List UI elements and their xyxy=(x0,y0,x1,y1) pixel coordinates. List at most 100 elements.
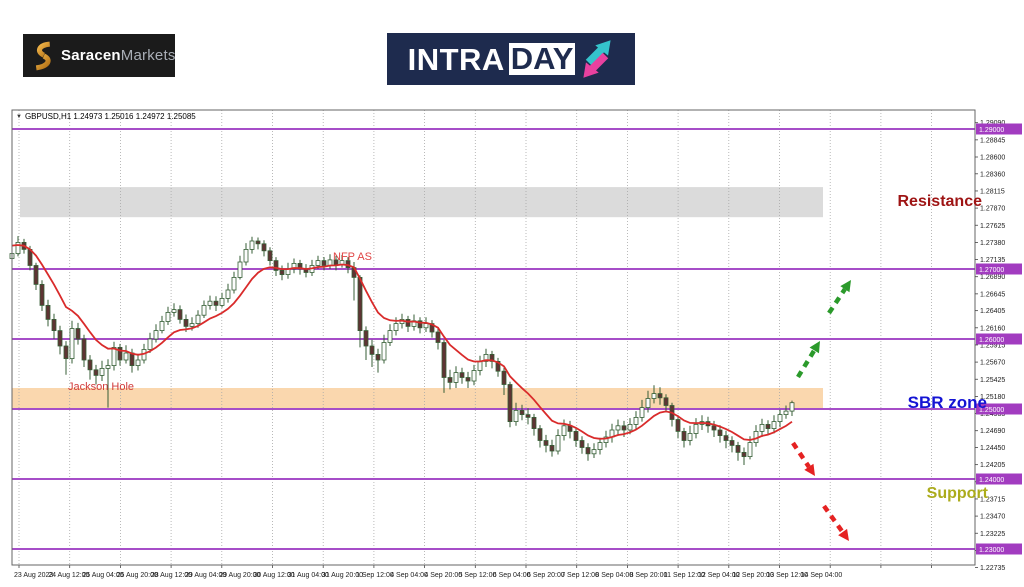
trend-arrow-up-2-head xyxy=(840,280,851,293)
sbr-zone-band xyxy=(12,388,823,409)
candle-body xyxy=(549,444,555,452)
ma-line xyxy=(11,244,793,441)
price-tick-label: 1.26405 xyxy=(980,308,1005,315)
candle-body xyxy=(117,346,123,361)
candle-body xyxy=(81,338,87,361)
trend-arrow-down-2-head xyxy=(838,528,849,541)
price-tick-label: 1.23470 xyxy=(980,514,1005,521)
candle-body xyxy=(63,345,69,359)
candle-body xyxy=(663,397,669,406)
candle-body xyxy=(369,345,375,355)
time-tick-label[interactable]: 8 Sep 20:00 xyxy=(630,572,668,579)
time-tick-label[interactable]: 4 Sep 20:00 xyxy=(424,572,462,579)
trend-arrow-up-1-head xyxy=(809,341,820,354)
candle-body xyxy=(555,435,561,452)
price-badge-label: 1.27000 xyxy=(979,267,1004,274)
time-tick-label[interactable]: 24 Aug 12:00 xyxy=(48,572,89,579)
trend-arrow-down-2 xyxy=(822,504,845,534)
candle-body xyxy=(519,409,525,415)
price-badge xyxy=(976,333,1022,345)
time-tick-label[interactable]: 6 Sep 04:00 xyxy=(493,572,531,579)
candle-body xyxy=(681,430,687,441)
candle-body xyxy=(135,359,141,366)
candle-body xyxy=(693,423,699,434)
candle-body xyxy=(45,304,51,320)
candle-body xyxy=(711,425,717,431)
price-tick-label: 1.23715 xyxy=(980,496,1005,503)
candle-body xyxy=(453,372,459,383)
time-tick-label[interactable]: 23 Aug 2023 xyxy=(14,572,53,579)
saracen-s-icon xyxy=(32,41,54,71)
time-tick-label[interactable]: 6 Sep 20:00 xyxy=(527,572,565,579)
candle-body xyxy=(789,402,795,412)
candle-body xyxy=(597,442,603,451)
candle-body xyxy=(171,309,177,313)
candle-body xyxy=(159,321,165,331)
price-badge-label: 1.23000 xyxy=(979,547,1004,554)
candle-body xyxy=(783,410,789,416)
intraday-arrows-icon xyxy=(580,37,614,81)
time-tick-label[interactable]: 13 Sep 12:00 xyxy=(766,572,808,579)
candle-body xyxy=(195,314,201,325)
time-tick-label[interactable]: 1 Sep 12:00 xyxy=(356,572,394,579)
candle-body xyxy=(33,265,39,285)
candle-body xyxy=(315,260,321,266)
candle-body xyxy=(165,311,171,322)
candle-body xyxy=(441,342,447,378)
time-tick-label[interactable]: 8 Sep 04:00 xyxy=(595,572,633,579)
time-tick-label[interactable]: 29 Aug 04:00 xyxy=(185,572,226,579)
candle-body xyxy=(651,393,657,399)
candle-body xyxy=(225,289,231,299)
candle-body xyxy=(729,440,735,446)
time-tick-label[interactable]: 5 Sep 12:00 xyxy=(459,572,497,579)
price-tick-label: 1.27380 xyxy=(980,240,1005,247)
candle-body xyxy=(387,330,393,343)
price-badge-label: 1.25000 xyxy=(979,407,1004,414)
time-tick-label[interactable]: 4 Sep 04:00 xyxy=(390,572,428,579)
time-tick-label[interactable]: 12 Sep 20:00 xyxy=(732,572,774,579)
time-tick-label[interactable]: 7 Sep 12:00 xyxy=(561,572,599,579)
candle-body xyxy=(459,372,465,378)
price-tick-label: 1.25670 xyxy=(980,360,1005,367)
candle-body xyxy=(201,304,207,316)
time-tick-label[interactable]: 25 Aug 20:00 xyxy=(117,572,158,579)
time-tick-label[interactable]: 31 Aug 20:00 xyxy=(322,572,363,579)
price-tick-label: 1.27870 xyxy=(980,206,1005,213)
time-tick-label[interactable]: 12 Sep 04:00 xyxy=(698,572,740,579)
candle-body xyxy=(627,423,633,431)
candle-body xyxy=(57,330,63,347)
time-tick-label[interactable]: 14 Sep 04:00 xyxy=(801,572,843,579)
candle-body xyxy=(525,414,531,418)
candle-body xyxy=(243,248,249,263)
sbr-zone-label: SBR zone xyxy=(907,393,987,412)
candle-body xyxy=(129,352,135,367)
candle-body xyxy=(501,370,507,385)
candle-body xyxy=(39,283,45,306)
candle-body xyxy=(75,328,81,340)
resistance-zone-band xyxy=(20,187,823,218)
price-tick-label: 1.28115 xyxy=(980,188,1005,195)
candle-body xyxy=(489,353,495,362)
time-tick-label[interactable]: 25 Aug 04:00 xyxy=(82,572,123,579)
candle-body xyxy=(759,423,765,432)
time-tick-label[interactable]: 11 Sep 12:00 xyxy=(664,572,705,579)
candle-body xyxy=(153,330,159,340)
candle-body xyxy=(123,352,129,361)
candle-body xyxy=(615,425,621,431)
price-tick-label: 1.22735 xyxy=(980,565,1005,572)
candle-body xyxy=(531,416,537,429)
candle-body xyxy=(639,407,645,418)
candle-body xyxy=(147,338,153,350)
candle-body xyxy=(183,318,189,327)
symbol-dropdown-icon[interactable]: ▼ xyxy=(16,113,22,120)
time-tick-label[interactable]: 28 Aug 12:00 xyxy=(151,572,192,579)
time-tick-label[interactable]: 31 Aug 04:00 xyxy=(288,572,329,579)
time-tick-label[interactable]: 30 Aug 12:00 xyxy=(253,572,294,579)
price-tick-label: 1.28845 xyxy=(980,137,1005,144)
candle-body xyxy=(543,440,549,446)
time-tick-label[interactable]: 29 Aug 20:00 xyxy=(219,572,260,579)
candle-body xyxy=(93,369,99,376)
price-tick-label: 1.26645 xyxy=(980,291,1005,298)
